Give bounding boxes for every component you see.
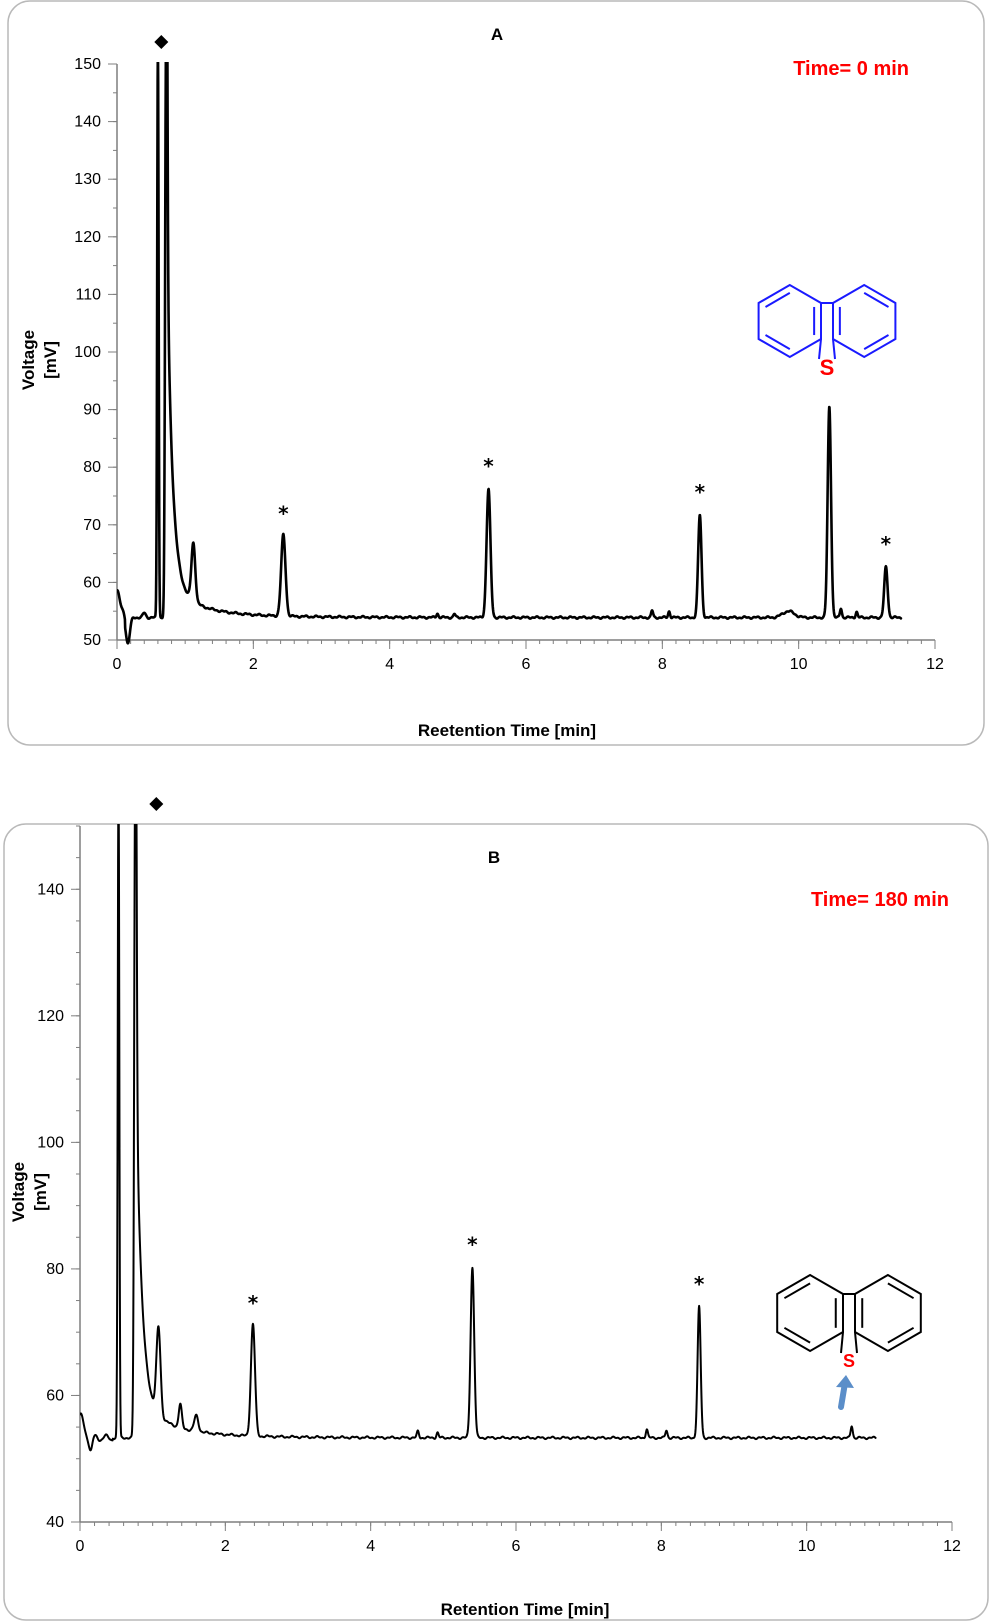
- panel-b-x-axis-title: Retention Time [min]: [441, 1600, 610, 1619]
- panel-a-peak-asterisk: *: [695, 480, 706, 504]
- panel-b-peak-asterisk: *: [694, 1272, 705, 1296]
- panel-a-y-tick-label: 110: [75, 286, 101, 303]
- panel-b-solvent-diamond-marker: [149, 797, 164, 811]
- panel-b-y-tick-label: 80: [46, 1261, 64, 1278]
- panel-b-peak-asterisk: *: [467, 1233, 478, 1257]
- panel-a-c-s-bond-right: [832, 338, 836, 360]
- panel-a-x-tick-label: 10: [790, 656, 808, 673]
- panel-b-plot: * * *: [80, 797, 877, 1452]
- panel-a-x-tick-label: 2: [249, 656, 258, 673]
- panel-b-time-label: Time= 180 min: [811, 889, 949, 911]
- panel-a-double-bond: [765, 334, 791, 350]
- panel-b-chromatogram-trace: [80, 824, 877, 1452]
- panel-a-dibenzothiophene-structure: S: [757, 283, 897, 380]
- panel-b-c-s-bond-left: [840, 1331, 844, 1354]
- panel-b-y-tick-label: 60: [46, 1387, 64, 1404]
- panel-a-y-tick-label: 60: [83, 574, 101, 591]
- panel-a-y-tick-label: 80: [83, 459, 101, 476]
- panel-b-axes: 40 60 80 100 120 140 0 2 4 6 8 10 12: [37, 825, 961, 1555]
- panel-b-y-tick-label: 40: [46, 1514, 64, 1531]
- panel-a-x-tick-label: 0: [113, 656, 122, 673]
- panel-b-x-tick-label: 8: [657, 1538, 666, 1555]
- panel-a-peak-asterisk: *: [278, 501, 289, 525]
- panel-b-y-tick-label: 140: [37, 881, 64, 898]
- panel-a-y-axis-title-line2: [mV]: [41, 341, 60, 379]
- panel-b-y-tick-label: 100: [37, 1134, 64, 1151]
- panel-a-solvent-diamond-marker: [154, 35, 169, 49]
- panel-a-double-bond: [863, 334, 889, 350]
- panel-a-y-tick-label: 120: [74, 229, 101, 246]
- panel-a-y-tick-label: 90: [83, 402, 101, 419]
- panel-a-chromatogram-trace: [117, 62, 903, 645]
- panel-a-double-bond: [863, 292, 889, 308]
- panel-b-double-bond: [783, 1326, 811, 1344]
- panel-a-plot: * * * *: [117, 35, 903, 645]
- panel-a-double-bond: [765, 292, 791, 308]
- panel-a-x-tick-label: 6: [522, 656, 531, 673]
- panel-a-x-tick-label: 4: [385, 656, 394, 673]
- panel-b-c-s-bond-right: [854, 1331, 858, 1354]
- chart-panel-a: A Time= 0 min Reetention Time [min] Volt…: [7, 0, 985, 746]
- panel-a-x-tick-label: 8: [658, 656, 667, 673]
- panel-a-y-tick-label: 100: [74, 344, 101, 361]
- panel-a-left-ring: [757, 283, 822, 359]
- panel-a-y-tick-label: 150: [74, 56, 101, 73]
- panel-b-dibenzothiophene-structure: S: [776, 1273, 922, 1410]
- panel-b-letter: B: [488, 848, 500, 867]
- panel-b-left-ring: [776, 1273, 844, 1353]
- panel-b-frame: [3, 823, 989, 1621]
- panel-a-y-tick-label: 140: [74, 114, 101, 131]
- panel-b-sulfur-atom-label: S: [843, 1351, 855, 1371]
- panel-b-y-axis-title-line1: Voltage: [9, 1162, 28, 1222]
- chart-panel-b: B Time= 180 min Retention Time [min] Vol…: [3, 797, 989, 1621]
- panel-b-double-bond: [783, 1282, 811, 1300]
- panel-a-time-label: Time= 0 min: [793, 58, 909, 80]
- panel-b-double-bond: [887, 1326, 915, 1344]
- panel-b-x-tick-label: 2: [221, 1538, 230, 1555]
- panel-a-y-tick-label: 50: [83, 632, 101, 649]
- panel-a-letter: A: [491, 25, 503, 44]
- panel-a-y-tick-label: 130: [74, 171, 101, 188]
- panel-a-sulfur-atom-label: S: [820, 355, 835, 380]
- panel-a-y-tick-label: 70: [83, 517, 101, 534]
- panel-b-x-tick-label: 0: [76, 1538, 85, 1555]
- panel-a-x-axis-title: Reetention Time [min]: [418, 721, 596, 740]
- panel-b-x-tick-label: 10: [798, 1538, 816, 1555]
- panel-a-frame: [7, 0, 985, 746]
- panel-a-x-tick-label: 12: [926, 656, 944, 673]
- panel-b-x-tick-label: 6: [512, 1538, 521, 1555]
- panel-b-right-ring: [854, 1273, 922, 1353]
- panel-a-axes: 50 60 70 80 90 100 110 120 130 140 150 0 2 4 6 8 10 12: [74, 56, 944, 673]
- panel-b-peak-asterisk: *: [248, 1291, 259, 1315]
- panel-b-double-bond: [887, 1282, 915, 1300]
- panel-a-c-s-bond-left: [818, 338, 822, 360]
- panel-b-y-tick-label: 120: [37, 1008, 64, 1025]
- panel-a-y-axis-title-line1: Voltage: [19, 330, 38, 390]
- panel-a-right-ring: [832, 283, 897, 359]
- panel-b-x-tick-label: 4: [366, 1538, 375, 1555]
- panel-b-y-axis-title-line2: [mV]: [31, 1173, 50, 1211]
- panel-b-x-tick-label: 12: [943, 1538, 961, 1555]
- panel-b-arrow-head: [836, 1375, 854, 1388]
- panel-a-peak-asterisk: *: [881, 532, 892, 556]
- panel-a-peak-asterisk: *: [483, 454, 494, 478]
